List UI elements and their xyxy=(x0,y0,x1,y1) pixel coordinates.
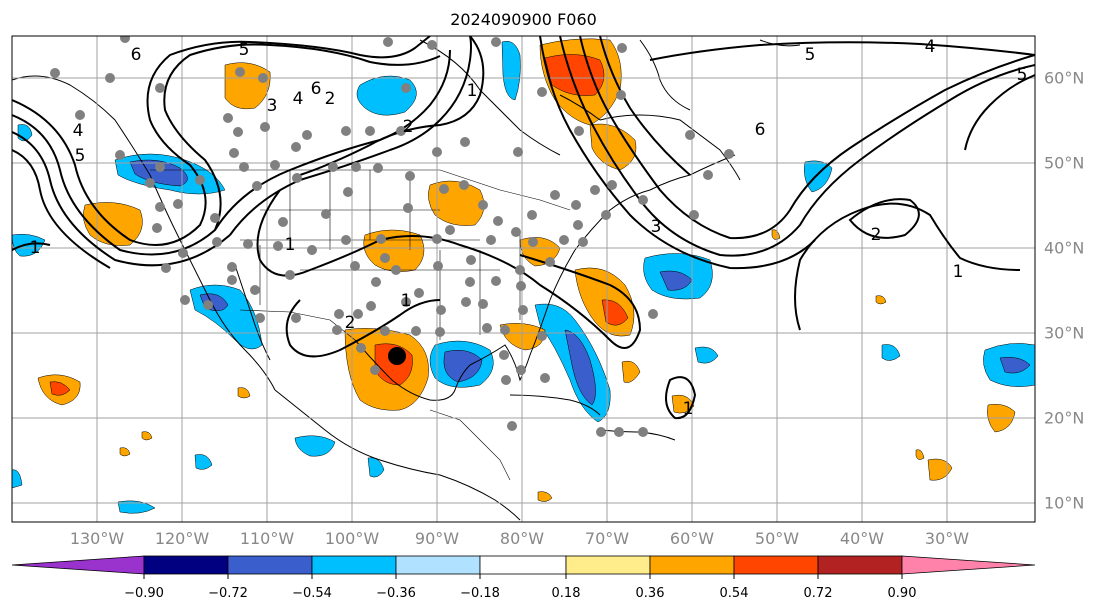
lat-label: 20°N xyxy=(1044,408,1085,428)
map-frame xyxy=(11,35,1036,523)
contour-label: 4 xyxy=(73,121,84,141)
lon-label: 50°W xyxy=(754,529,800,548)
lat-label: 50°N xyxy=(1044,153,1085,173)
map-plot-area: 5 6 4 3 6 2 1 2 1 2 1 5 4 5 6 3 2 1 1 4 … xyxy=(12,36,1035,522)
colorbar-tick-label: 0.90 xyxy=(887,586,917,601)
contour-label: 5 xyxy=(1017,65,1028,85)
contour-label: 2 xyxy=(325,89,336,109)
colorbar-tick-label: 0.18 xyxy=(551,586,581,601)
colorbar-tick-label: 0.72 xyxy=(803,586,833,601)
contour-label: 4 xyxy=(925,37,936,57)
contour-label: 5 xyxy=(75,146,86,166)
height-contours xyxy=(12,36,1035,420)
contour-label: 6 xyxy=(131,45,142,65)
colorbar-segment xyxy=(733,555,819,575)
colorbar-segment xyxy=(11,555,145,575)
colorbar-segment xyxy=(311,555,397,575)
colorbar-segment xyxy=(901,555,1036,575)
contour-label: 1 xyxy=(953,262,964,282)
colorbar-tick-label: −0.72 xyxy=(208,586,248,601)
contour-label: 5 xyxy=(805,45,816,65)
colorbar-segment xyxy=(143,555,229,575)
lat-label: 10°N xyxy=(1044,493,1085,513)
contour-labels: 5 6 4 3 6 2 1 2 1 2 1 5 4 5 6 3 2 1 1 4 … xyxy=(30,37,1028,419)
colorbar-tick-label: 0.54 xyxy=(719,586,749,601)
contour-label: 1 xyxy=(30,238,41,258)
contour-label: 6 xyxy=(755,120,766,140)
colorbar-tick-label: −0.90 xyxy=(124,586,164,601)
contour-label: 2 xyxy=(345,313,356,333)
colorbar xyxy=(11,555,1036,575)
lon-label: 60°W xyxy=(669,529,715,548)
contour-label: 1 xyxy=(401,291,412,311)
colorbar-segment xyxy=(817,555,903,575)
lon-label: 100°W xyxy=(324,529,380,548)
lon-label: 40°W xyxy=(839,529,885,548)
lon-label: 120°W xyxy=(154,529,210,548)
map-title: 2024090900 F060 xyxy=(450,10,597,29)
colorbar-tick-label: 0.36 xyxy=(635,586,665,601)
contour-label: 4 xyxy=(293,89,304,109)
colorbar-segment xyxy=(565,555,651,575)
lon-label: 30°W xyxy=(924,529,970,548)
lat-label: 30°N xyxy=(1044,323,1085,343)
lon-label: 70°W xyxy=(584,529,630,548)
contour-label: 1 xyxy=(285,235,296,255)
colorbar-tick-label: −0.18 xyxy=(460,586,500,601)
contour-label: 5 xyxy=(239,40,250,60)
contour-label: 1 xyxy=(467,81,478,101)
contour-label: 2 xyxy=(403,117,414,137)
colorbar-segment xyxy=(227,555,313,575)
lon-label: 110°W xyxy=(239,529,295,548)
tropical-cyclone-marker xyxy=(388,347,406,365)
lon-label: 130°W xyxy=(69,529,125,548)
colorbar-tick-label: −0.36 xyxy=(376,586,416,601)
contour-label: 6 xyxy=(311,79,322,99)
lon-label: 80°W xyxy=(499,529,545,548)
colorbar-ticks xyxy=(143,574,903,579)
political-borders xyxy=(150,169,571,481)
contour-label: 1 xyxy=(683,399,694,419)
colorbar-segment xyxy=(479,555,567,575)
contour-label: 3 xyxy=(267,96,278,116)
lat-label: 60°N xyxy=(1044,68,1085,88)
lon-label: 90°W xyxy=(414,529,460,548)
colorbar-segment xyxy=(649,555,735,575)
contour-label: 3 xyxy=(651,217,662,237)
colorbar-segment xyxy=(395,555,481,575)
lat-lon-grid xyxy=(12,36,1035,522)
contour-label: 2 xyxy=(871,225,882,245)
station-dots xyxy=(50,36,734,437)
colorbar-tick-label: −0.54 xyxy=(292,586,332,601)
lat-label: 40°N xyxy=(1044,238,1085,258)
